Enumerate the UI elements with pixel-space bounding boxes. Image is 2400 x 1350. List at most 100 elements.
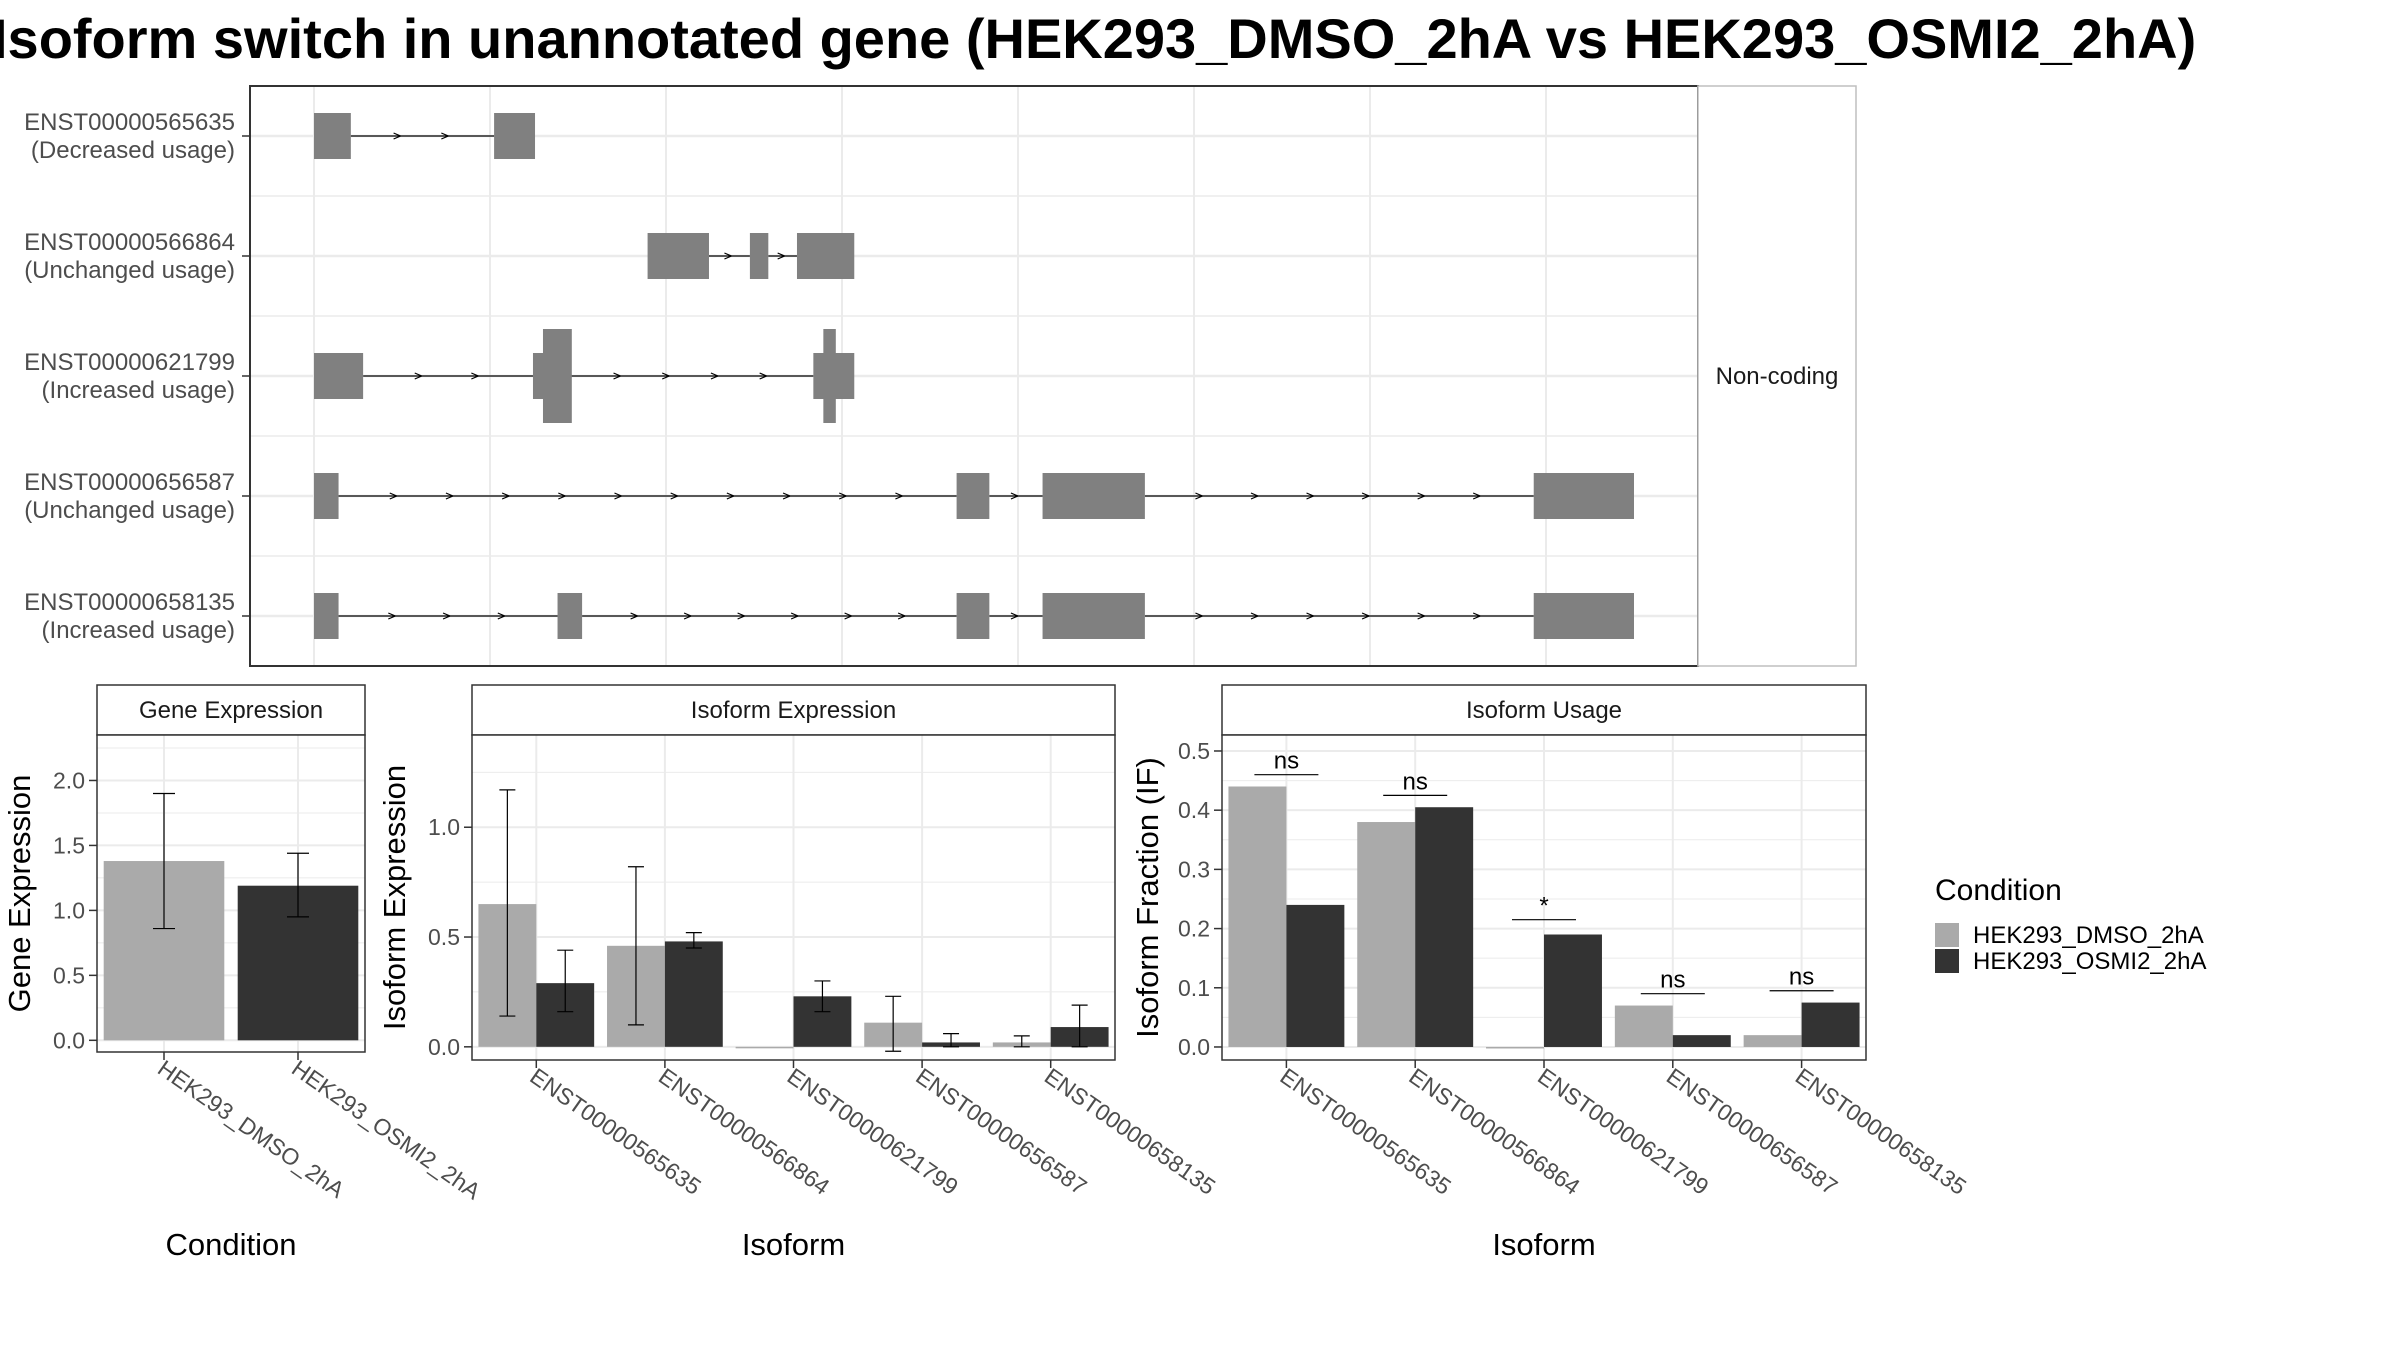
intron-arrow [471, 372, 480, 380]
intron-arrow [1361, 492, 1371, 500]
transcript-id-label: ENST00000566864 [24, 229, 235, 256]
gene-expression-panel: Gene Expression0.00.51.01.52.0HEK293_DMS… [2, 684, 486, 1262]
legend-swatch [1935, 923, 1959, 947]
transcript-usage-label: (Increased usage) [42, 377, 235, 404]
intron-arrow [1472, 492, 1482, 500]
exon [314, 113, 351, 159]
significance-label: * [1539, 893, 1548, 920]
significance-label: ns [1660, 967, 1685, 994]
significance-label: ns [1403, 768, 1428, 795]
y-tick-label: 1.5 [53, 832, 85, 858]
legend-label: HEK293_OSMI2_2hA [1973, 948, 2206, 975]
y-tick-label: 0.4 [1178, 797, 1210, 823]
legend-swatch [1935, 949, 1959, 973]
intron-arrow [670, 492, 680, 500]
exon [1533, 473, 1634, 519]
legend-label: HEK293_DMSO_2hA [1973, 922, 2204, 949]
intron-arrow [1417, 492, 1427, 500]
intron-arrow [895, 492, 904, 500]
transcript-id-label: ENST00000565635 [24, 109, 235, 136]
intron-arrow [1250, 492, 1260, 500]
exon [314, 353, 364, 399]
bar [1614, 1005, 1673, 1047]
transcript-usage-label: (Decreased usage) [31, 137, 235, 164]
x-axis-title: Isoform [1492, 1227, 1595, 1262]
intron-arrow [1306, 612, 1316, 620]
y-tick-label: 0.1 [1178, 975, 1210, 1001]
isoform-usage-panel: Isoform Usage 0.0 0.1 0.2 0.3 0.4 0.5 ns ns * ns ns… [1130, 684, 1971, 1262]
bar [735, 1046, 794, 1049]
intron-arrow [782, 492, 792, 500]
panel-strip-title: Gene Expression [139, 697, 323, 724]
legend-title: Condition [1935, 874, 2062, 907]
exon [1042, 593, 1145, 639]
y-tick-label: 1.0 [53, 897, 85, 923]
intron-arrow [389, 492, 399, 500]
intron-arrow [1010, 492, 1020, 500]
y-tick-label: 0.5 [53, 962, 85, 988]
transcript-id-label: ENST00000656587 [24, 469, 235, 496]
intron-arrow [630, 612, 640, 620]
y-axis-title: Isoform Fraction (IF) [1130, 757, 1165, 1038]
intron-arrow [726, 492, 736, 500]
intron-arrow [1306, 492, 1316, 500]
exon [314, 473, 339, 519]
transcript-usage-label: (Unchanged usage) [24, 257, 235, 284]
figure-title: Isoform switch in unannotated gene (HEK2… [0, 7, 2196, 70]
intron-arrow [614, 492, 624, 500]
panel-border [96, 734, 366, 1053]
intron-arrow [1472, 612, 1482, 620]
bar [1415, 807, 1474, 1047]
y-tick-label: 0.3 [1178, 856, 1210, 882]
intron-arrow [388, 612, 397, 620]
panel-strip-title: Isoform Expression [691, 697, 896, 724]
y-tick-label: 0.5 [428, 924, 460, 950]
panel-strip [471, 684, 1116, 736]
intron-arrow [1195, 612, 1204, 620]
x-axis-title: Isoform [742, 1227, 845, 1262]
transcript-usage-label: (Unchanged usage) [24, 497, 235, 524]
y-tick-label: 0.2 [1178, 916, 1210, 942]
bar [1672, 1035, 1731, 1047]
exon [647, 233, 709, 279]
exon [1533, 593, 1634, 639]
exon [494, 113, 536, 159]
intron-arrow [661, 372, 671, 380]
y-tick-label: 1.0 [428, 814, 460, 840]
intron-arrow [724, 252, 733, 260]
exon [749, 233, 769, 279]
exon [823, 329, 836, 423]
intron-arrow [501, 492, 511, 500]
exon [542, 329, 572, 423]
intron-arrow [683, 612, 693, 620]
intron-arrow [844, 612, 854, 620]
intron-arrow [414, 372, 424, 380]
x-axis-title: Condition [166, 1227, 297, 1262]
bar [1486, 1046, 1544, 1049]
exon [557, 593, 583, 639]
intron-arrow [1010, 612, 1020, 620]
intron-arrow [393, 132, 403, 140]
intron-arrow [1361, 612, 1371, 620]
intron-arrow [790, 612, 800, 620]
bar [1228, 786, 1287, 1047]
y-axis-title: Gene Expression [2, 775, 37, 1013]
intron-arrow [777, 252, 787, 260]
intron-arrow [442, 612, 452, 620]
transcript-id-label: ENST00000658135 [24, 589, 235, 616]
intron-arrow [558, 492, 567, 500]
strip-label: Non-coding [1716, 363, 1839, 390]
intron-arrow [497, 612, 507, 620]
significance-label: ns [1789, 964, 1814, 991]
exon [796, 233, 855, 279]
panel-strip [96, 684, 366, 736]
y-tick-label: 0.5 [1178, 738, 1210, 764]
exon [1042, 473, 1145, 519]
exon [956, 593, 990, 639]
bar [664, 941, 723, 1047]
panel-strip-title: Isoform Usage [1466, 697, 1622, 724]
isoform-expression-panel: Isoform Expression0.00.51.0ENST000005656… [377, 684, 1220, 1262]
y-tick-label: 0.0 [428, 1034, 460, 1060]
